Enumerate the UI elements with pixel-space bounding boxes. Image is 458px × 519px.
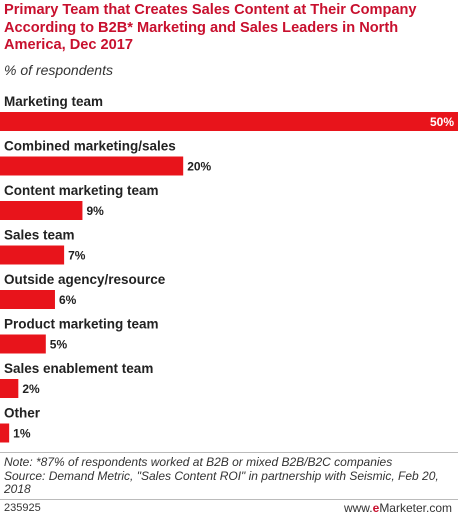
category-label: Content marketing team: [4, 183, 159, 198]
value-label: 1%: [13, 427, 31, 441]
category-label: Marketing team: [4, 94, 103, 109]
value-label: 6%: [59, 293, 77, 307]
chart-subtitle: % of respondents: [4, 62, 113, 78]
bar: [0, 290, 55, 309]
value-label: 20%: [187, 160, 211, 174]
category-label: Outside agency/resource: [4, 272, 166, 287]
footer-bottom-divider: [0, 499, 458, 500]
bar: [0, 245, 65, 265]
note-text: Note: *87% of respondents worked at B2B …: [4, 455, 393, 469]
source-text: Source: Demand Metric, "Sales Content RO…: [4, 468, 439, 496]
category-label: Product marketing team: [4, 317, 159, 332]
value-label: 9%: [86, 204, 104, 218]
value-label: 7%: [68, 249, 86, 263]
bar: [0, 112, 458, 131]
bar: [0, 379, 19, 398]
value-label: 2%: [22, 382, 40, 396]
category-label: Other: [4, 406, 41, 421]
chart-title: Primary Team that Creates Sales Content …: [4, 2, 417, 53]
brand-e: e: [372, 501, 380, 515]
category-label: Sales enablement team: [4, 361, 153, 376]
bar: [0, 334, 46, 354]
bar-chart: Marketing team 50% Combined marketing/sale…: [0, 94, 458, 443]
category-label: Combined marketing/sales: [4, 139, 176, 154]
bar: [0, 156, 184, 176]
bar: [0, 423, 10, 443]
value-label: 50%: [430, 115, 454, 129]
chart-id: 235925: [4, 502, 41, 514]
footer-divider: [0, 452, 458, 453]
category-label: Sales team: [4, 228, 75, 243]
brand-logo[interactable]: www.eMarketer.com: [344, 501, 452, 515]
brand-rest: Marketer.com: [379, 501, 452, 515]
value-label: 5%: [50, 338, 68, 352]
chart-notes: Note: *87% of respondents worked at B2B …: [4, 455, 456, 497]
bar: [0, 201, 83, 220]
brand-prefix: www.: [343, 501, 373, 515]
